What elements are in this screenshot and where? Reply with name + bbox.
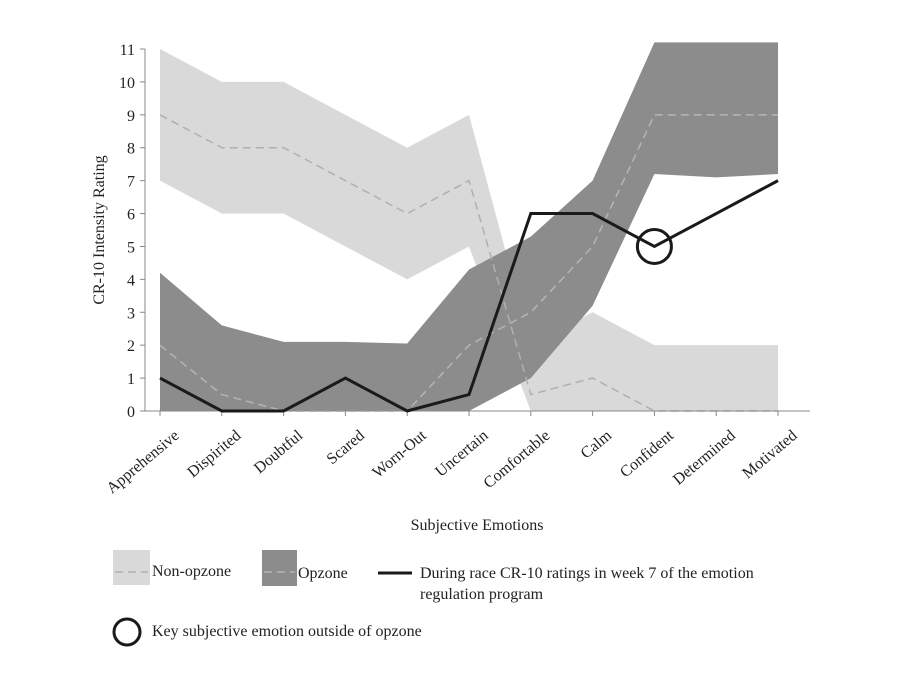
- x-axis-label: Subjective Emotions: [411, 517, 544, 534]
- x-tick-label: Dispirited: [184, 427, 244, 481]
- y-tick-label: 11: [120, 42, 135, 59]
- x-tick-label: Calm: [578, 427, 616, 463]
- y-tick-label: 6: [127, 207, 135, 224]
- rating-line: [159, 179, 779, 413]
- legend-label: Opzone: [298, 565, 348, 582]
- y-tick-label: 0: [127, 404, 135, 421]
- y-tick-label: 10: [119, 75, 135, 92]
- x-tick-label: Comfortable: [480, 427, 553, 492]
- x-tick-label: Scared: [324, 427, 368, 468]
- legend-swatch-circle: [112, 617, 142, 647]
- y-tick-label: 3: [127, 305, 135, 322]
- x-tick-label: Motivated: [739, 427, 800, 482]
- y-tick-label: 5: [127, 239, 135, 256]
- band-area: [160, 42, 778, 411]
- legend-swatch: [113, 550, 150, 585]
- legend-label: During race CR-10 ratings in week 7 of t…: [420, 565, 754, 603]
- y-tick-label: 7: [127, 174, 135, 191]
- legend-label: Non-opzone: [152, 563, 232, 580]
- x-tick-label: Doubtful: [251, 427, 307, 478]
- x-tick-label: Apprehensive: [104, 427, 183, 497]
- x-tick-label: Uncertain: [432, 427, 491, 481]
- legend-swatch: [262, 550, 297, 586]
- x-tick-label: Determined: [670, 427, 739, 489]
- legend-label: Key subjective emotion outside of opzone: [152, 623, 422, 640]
- band-area: [160, 49, 778, 411]
- y-tick-label: 9: [127, 108, 135, 125]
- x-tick-label: Confident: [617, 427, 677, 482]
- y-tick-label: 2: [127, 338, 135, 355]
- y-tick-label: 8: [127, 141, 135, 158]
- y-axis-label: CR-10 Intensity Rating: [91, 155, 108, 304]
- key-emotion-marker: [635, 227, 673, 265]
- y-tick-label: 4: [127, 272, 135, 289]
- mean-line: [159, 114, 778, 412]
- x-tick-label: Worn-Out: [369, 427, 430, 482]
- y-tick-label: 1: [127, 371, 135, 388]
